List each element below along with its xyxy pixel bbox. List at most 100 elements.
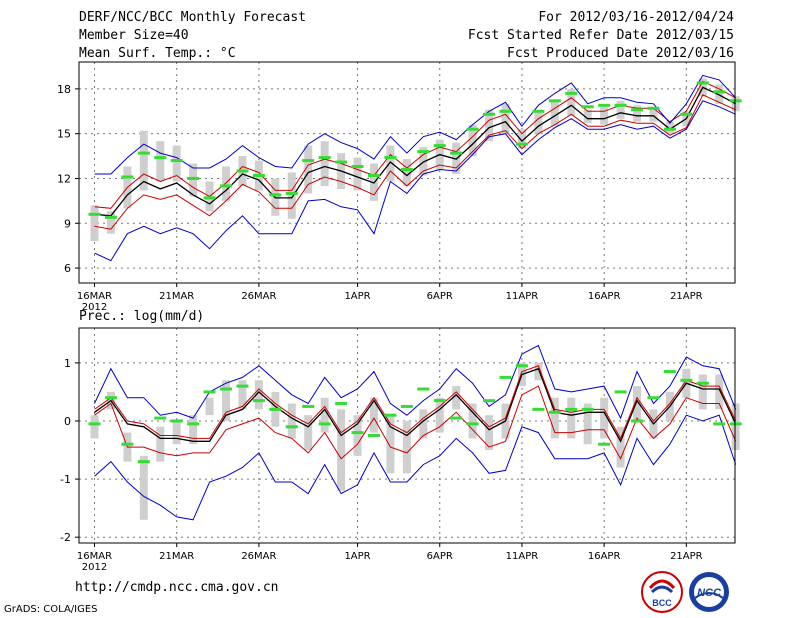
member-box — [452, 386, 461, 410]
y-tick-label: -1 — [60, 473, 71, 486]
member-box — [583, 403, 592, 445]
member-box — [222, 380, 231, 421]
median-marker — [548, 410, 561, 414]
member-box — [402, 159, 411, 186]
member-box — [715, 84, 724, 104]
x-tick-label: 1APR — [344, 551, 370, 562]
x-tick-label: 26MAR — [241, 551, 276, 562]
member-box — [238, 380, 247, 410]
member-box — [189, 415, 198, 445]
member-box — [435, 397, 444, 433]
y-tick-label: -2 — [60, 531, 71, 544]
series-line-upper-sd — [94, 80, 736, 209]
plot-frame — [78, 61, 736, 284]
median-marker — [515, 142, 528, 146]
median-marker — [433, 399, 446, 403]
median-marker — [285, 425, 298, 429]
x-year-label: 2012 — [82, 302, 107, 313]
median-marker — [565, 407, 578, 411]
member-box — [287, 172, 296, 219]
member-box — [139, 130, 148, 191]
median-marker — [285, 191, 298, 195]
median-marker — [417, 387, 430, 391]
member-box — [485, 109, 494, 142]
y-tick-label: 15 — [57, 128, 71, 141]
median-marker — [170, 159, 183, 163]
member-box — [106, 211, 115, 234]
y-tick-label: 9 — [64, 217, 71, 230]
x-tick-label: 11APR — [506, 291, 539, 302]
series-line-max — [94, 344, 737, 420]
member-box — [616, 426, 625, 468]
source-url: http://cmdp.ncc.cma.gov.cn — [75, 580, 279, 595]
median-marker — [236, 384, 249, 388]
median-marker — [137, 460, 150, 464]
member-box — [156, 141, 165, 182]
median-marker — [104, 215, 117, 219]
member-box — [386, 145, 395, 182]
member-box — [517, 129, 526, 149]
y-tick-label: 12 — [57, 172, 71, 185]
median-marker — [318, 422, 331, 426]
median-marker — [335, 402, 348, 406]
member-box — [633, 105, 642, 122]
series-line-min — [94, 414, 737, 521]
member-box — [649, 106, 658, 122]
member-box — [353, 415, 362, 456]
member-box — [567, 397, 576, 439]
series-line-lower-sd — [94, 385, 737, 460]
member-box — [156, 426, 165, 462]
member-box — [485, 415, 494, 451]
median-marker — [187, 422, 200, 426]
median-marker — [466, 127, 479, 131]
median-marker — [663, 127, 676, 131]
median-marker — [598, 103, 611, 107]
variable-label: Mean Surf. Temp.: °C — [79, 46, 236, 61]
median-marker — [729, 99, 742, 103]
median-marker — [581, 407, 594, 411]
median-marker — [269, 407, 282, 411]
member-box — [320, 397, 329, 433]
median-marker — [400, 404, 413, 408]
median-marker — [318, 156, 331, 160]
median-marker — [598, 442, 611, 446]
median-marker — [88, 422, 101, 426]
panel-2: -2 -1 0 1 16MAR 21MAR 26MAR 1APR 6APR 11APR 16APR 2… — [60, 327, 742, 573]
member-box — [633, 386, 642, 421]
median-marker — [269, 193, 282, 197]
median-marker — [384, 413, 397, 417]
median-marker — [515, 364, 528, 368]
member-box — [468, 403, 477, 439]
median-marker — [696, 381, 709, 385]
median-marker — [466, 422, 479, 426]
median-marker — [647, 396, 660, 400]
ncc-logo: NCC — [689, 572, 729, 612]
member-box — [337, 409, 346, 491]
median-marker — [450, 151, 463, 155]
member-box — [205, 397, 214, 416]
series-line-lower-sd — [94, 94, 736, 230]
y-tick-label: 0 — [64, 415, 71, 428]
median-marker — [680, 112, 693, 116]
median-marker — [532, 109, 545, 113]
series-line-max — [94, 74, 737, 175]
median-marker — [203, 390, 216, 394]
median-marker — [351, 165, 364, 169]
member-box — [600, 106, 609, 125]
member-box — [139, 455, 148, 520]
median-marker — [384, 156, 397, 160]
median-marker — [252, 399, 265, 403]
median-marker — [137, 151, 150, 155]
chart-title: DERF/NCC/BCC Monthly Forecast — [79, 10, 306, 25]
median-marker — [433, 144, 446, 148]
median-marker — [614, 390, 627, 394]
member-box — [304, 145, 313, 194]
median-marker — [713, 422, 726, 426]
median-marker — [713, 90, 726, 94]
median-marker — [252, 173, 265, 177]
median-marker — [647, 106, 660, 110]
median-marker — [154, 416, 167, 420]
member-box — [583, 109, 592, 124]
median-marker — [483, 112, 496, 116]
x-tick-label: 21MAR — [159, 291, 194, 302]
